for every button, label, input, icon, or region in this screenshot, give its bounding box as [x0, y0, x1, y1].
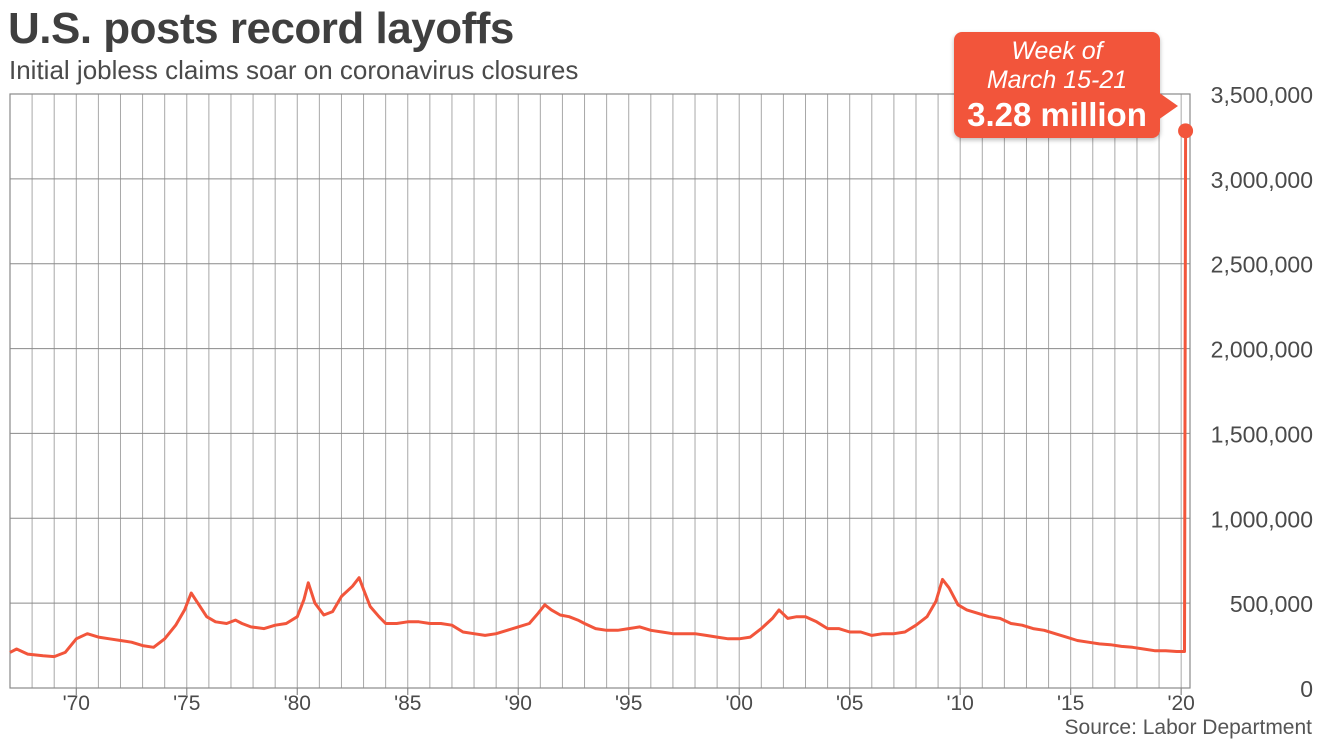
x-axis: '70 '75 '80 '85 '90 '95 '00 '05 '10 '15 '20 [63, 688, 1195, 715]
x-tick-label: '90 [505, 692, 532, 715]
plot-frame [9, 93, 1191, 689]
y-tick-label: 2,500,000 [1211, 252, 1313, 278]
chart-title: U.S. posts record layoffs [8, 4, 514, 53]
callout-date-range: March 15-21 [986, 66, 1128, 94]
chart-subtitle: Initial jobless claims soar on coronavir… [9, 55, 579, 85]
x-tick-label: '75 [173, 692, 200, 715]
callout-value: 3.28 million [967, 96, 1147, 133]
x-tick-label: '20 [1167, 692, 1194, 715]
source-note: Source: Labor Department [1064, 716, 1312, 739]
callout-pointer [1158, 92, 1178, 120]
x-tick-label: '80 [284, 692, 311, 715]
callout-week-label: Week of [1011, 37, 1103, 65]
y-tick-label: 3,000,000 [1211, 167, 1313, 193]
x-tick-label: '10 [946, 692, 973, 715]
y-tick-label: 0 [1300, 676, 1313, 702]
x-tick-label: '70 [63, 692, 90, 715]
y-tick-label: 3,500,000 [1211, 82, 1313, 108]
y-tick-label: 1,000,000 [1211, 506, 1313, 532]
grid-layer [9, 93, 1191, 689]
x-tick-label: '85 [394, 692, 421, 715]
y-axis: 0 500,000 1,000,000 1,500,000 2,000,000 2,500… [1211, 82, 1313, 702]
x-tick-label: '00 [726, 692, 753, 715]
data-point-latest [1178, 123, 1194, 139]
peak-callout: Week of March 15-21 3.28 million [954, 32, 1160, 138]
x-tick-label: '95 [615, 692, 642, 715]
y-tick-label: 2,000,000 [1211, 337, 1313, 363]
y-tick-label: 1,500,000 [1211, 421, 1313, 447]
series-line-jobless-claims [9, 130, 1188, 659]
x-tick-label: '15 [1057, 692, 1084, 715]
series-layer [9, 123, 1194, 659]
y-tick-label: 500,000 [1230, 591, 1313, 617]
x-tick-label: '05 [836, 692, 863, 715]
